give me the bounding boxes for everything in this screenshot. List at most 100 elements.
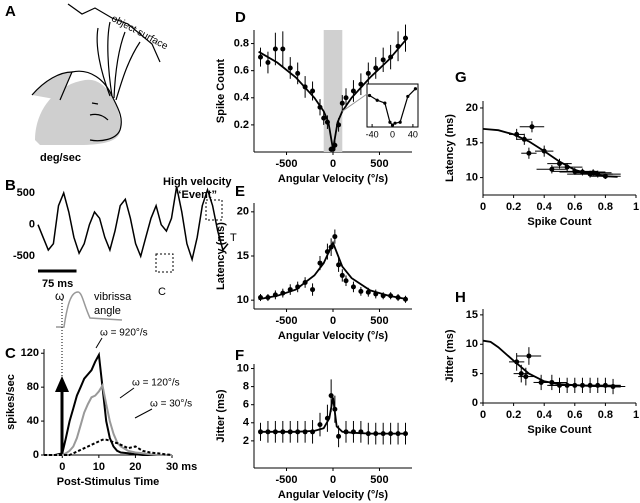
x-tick-label: 0: [330, 474, 336, 486]
point: [258, 295, 264, 301]
y-tick-label: 0.4: [234, 92, 250, 104]
point: [557, 161, 562, 167]
point: [295, 284, 301, 290]
y-tick-label: 40: [27, 415, 39, 427]
point: [343, 278, 349, 284]
point: [324, 249, 330, 255]
panel-letter: H: [455, 289, 466, 306]
annotation: C: [158, 286, 166, 298]
point: [265, 60, 271, 66]
x-axis-label: Spike Count: [527, 216, 592, 228]
y-tick-label: 6: [243, 399, 249, 411]
point: [336, 122, 342, 128]
point: [336, 433, 342, 439]
point: [358, 81, 364, 87]
inset-frame: [366, 83, 419, 128]
point: [610, 384, 616, 390]
inset-point: [388, 120, 392, 124]
y-tick-label: 20: [237, 206, 249, 218]
point: [339, 100, 345, 106]
point: [343, 429, 349, 435]
x-tick-label: 0.6: [567, 201, 582, 213]
y-tick-label: 0.8: [234, 37, 249, 49]
x-tick-label: 0.4: [537, 409, 553, 421]
x-axis-label: Spike Count: [527, 424, 592, 436]
point: [350, 429, 356, 435]
x-tick-label: 0: [330, 315, 336, 327]
point: [310, 88, 316, 94]
x-tick-label: 0.6: [567, 409, 582, 421]
point: [350, 284, 356, 290]
point: [328, 244, 334, 250]
point: [339, 272, 345, 278]
inset-point: [390, 123, 395, 127]
point: [402, 431, 408, 437]
label-pointer: [119, 387, 135, 399]
point: [518, 371, 524, 377]
y-tick-label: 500: [17, 187, 35, 199]
y-axis-label: Latency (ms): [444, 114, 456, 182]
x-axis-label: Post-Stimulus Time: [57, 476, 159, 488]
y-tick-label: -500: [13, 250, 35, 262]
panel-letter: D: [235, 9, 246, 26]
point: [402, 296, 408, 302]
y-axis-label: Spike Count: [215, 59, 227, 124]
series-label: ω = 30°/s: [150, 399, 192, 410]
point: [395, 43, 401, 49]
x-tick-label: 0: [59, 461, 65, 473]
point: [541, 148, 547, 154]
x-tick-label: 0.8: [598, 409, 613, 421]
point: [324, 119, 330, 125]
point: [350, 88, 356, 94]
panel-letter: G: [455, 69, 467, 86]
y-axis-label: Jitter (ms): [215, 389, 227, 443]
x-tick-label: 20: [129, 461, 141, 473]
inset-point: [413, 87, 418, 91]
line: [44, 382, 172, 456]
point: [317, 422, 323, 428]
point: [549, 379, 555, 385]
point: [514, 131, 520, 137]
point: [365, 289, 371, 295]
point: [310, 429, 316, 435]
panel-letter: E: [235, 183, 245, 200]
y-tick-label: 0: [33, 449, 39, 461]
y-tick-label: 15: [237, 250, 249, 262]
y-tick-label: 10: [466, 171, 478, 183]
rat-illustration: [31, 3, 161, 145]
fit-line: [258, 397, 408, 435]
series-label: ω = 920°/s: [100, 328, 148, 339]
point: [287, 429, 293, 435]
point: [595, 171, 601, 177]
point: [272, 292, 278, 298]
y-tick-label: 80: [27, 381, 39, 393]
point: [302, 84, 308, 90]
line: [44, 438, 173, 456]
point: [388, 54, 394, 60]
x-tick-label: -500: [276, 315, 298, 327]
point: [336, 262, 342, 268]
point: [287, 287, 293, 293]
panel-letter: B: [5, 177, 16, 194]
line: [37, 186, 229, 263]
inset-x-tick-label: 40: [408, 129, 418, 139]
y-tick-label: 0.2: [234, 119, 249, 131]
point: [521, 136, 527, 142]
x-tick-label: 10: [93, 461, 105, 473]
y-tick-label: 10: [237, 362, 249, 374]
series-label: ω = 120°/s: [132, 378, 180, 389]
panel-letter: C: [5, 345, 16, 362]
point: [332, 142, 338, 148]
point: [324, 415, 330, 421]
point: [564, 164, 570, 170]
point: [523, 374, 529, 380]
point: [280, 290, 286, 296]
x-tick-label: 500: [370, 474, 388, 486]
inset-label: vibrissa: [94, 291, 132, 303]
label-pointer: [95, 337, 103, 349]
point: [579, 169, 585, 175]
label-pointer: [134, 408, 153, 419]
inset-point: [406, 94, 410, 99]
point: [272, 46, 278, 52]
